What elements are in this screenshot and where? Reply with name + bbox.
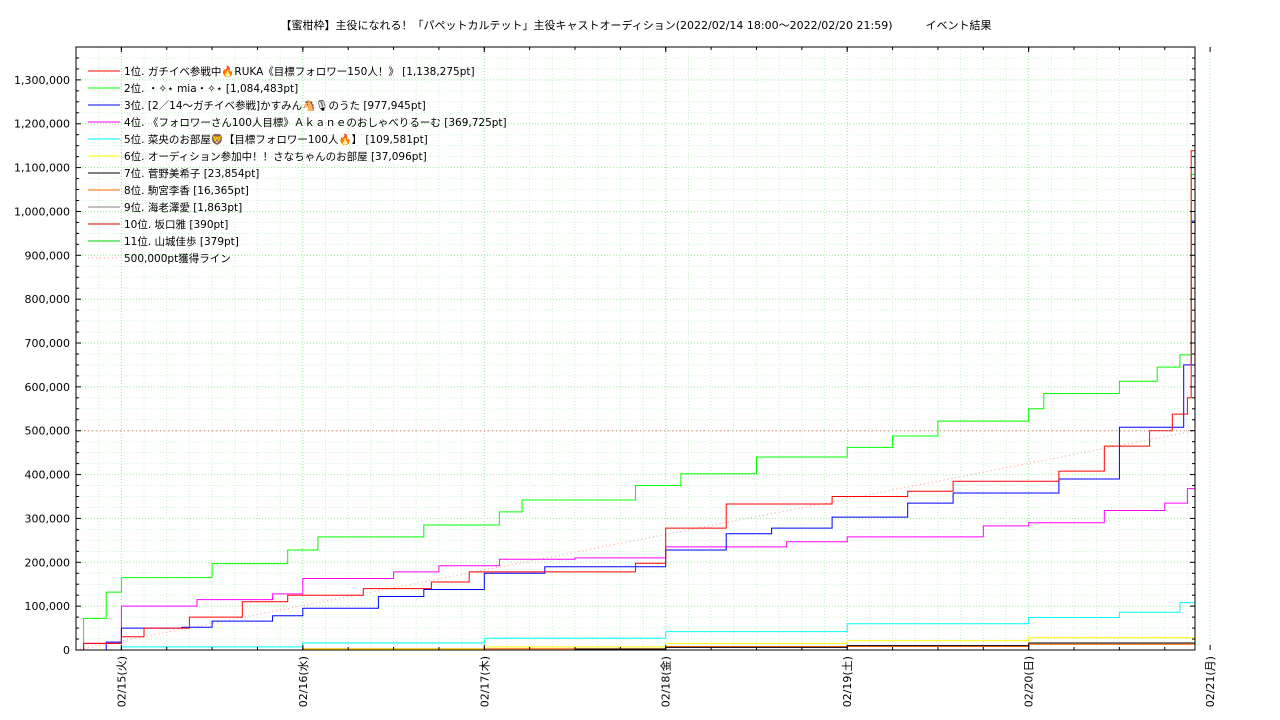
- legend-entry-12: 500,000pt獲得ライン: [124, 252, 231, 265]
- legend-entry-1: 1位. ガチイベ参戦中🔥RUKA《目標フォロワー150人！》 [1,138,27…: [124, 65, 475, 78]
- y-tick-label: 100,000: [25, 600, 71, 613]
- legend-entry-5: 5位. 菜央のお部屋🦁【目標フォロワー100人🔥】 [109,581pt]: [124, 133, 428, 146]
- legend-entry-11: 11位. 山城佳歩 [379pt]: [124, 235, 239, 248]
- legend-entry-6: 6位. オーディション参加中！！さなちゃんのお部屋 [37,096pt]: [124, 150, 427, 163]
- series-line-4: [76, 487, 1196, 651]
- y-tick-label: 300,000: [25, 512, 71, 525]
- x-tick-label: 02/16(水): [297, 656, 310, 707]
- x-tick-label: 02/19(土): [841, 656, 854, 707]
- y-tick-label: 200,000: [25, 556, 71, 569]
- y-tick-label: 400,000: [25, 469, 71, 482]
- x-tick-label: 02/17(木): [478, 656, 491, 707]
- y-tick-label: 0: [63, 644, 70, 657]
- y-tick-label: 1,000,000: [14, 205, 70, 218]
- legend-entry-3: 3位. [2／14〜ガチイベ参戦]かすみん🐴🎙のうた [977,945pt]: [124, 99, 426, 112]
- legend-entry-2: 2位. ・✧⋆ mia・✧⋆ [1,084,483pt]: [124, 82, 298, 95]
- x-tick-label: 02/18(金): [659, 656, 673, 707]
- legend-entry-7: 7位. 菅野美希子 [23,854pt]: [124, 167, 259, 180]
- legend-entry-10: 10位. 坂口雅 [390pt]: [124, 218, 228, 231]
- y-tick-label: 1,200,000: [14, 118, 70, 131]
- series-line-1: [76, 150, 1195, 651]
- y-tick-label: 900,000: [25, 249, 71, 262]
- x-tick-label: 02/15(火): [115, 656, 128, 707]
- x-tick-label: 02/21(月): [1204, 656, 1217, 707]
- y-tick-label: 1,300,000: [14, 74, 70, 87]
- series-line-3: [76, 220, 1195, 651]
- plot-area: [76, 47, 1195, 650]
- y-tick-label: 1,100,000: [14, 162, 70, 175]
- y-tick-label: 800,000: [25, 293, 71, 306]
- legend-entry-8: 8位. 駒宮李香 [16,365pt]: [124, 184, 249, 197]
- y-tick-label: 600,000: [25, 381, 71, 394]
- legend-entry-4: 4位. 《フォロワーさん100人目標》Ａｋａｎｅのおしゃべりるーむ [369,7…: [124, 116, 507, 129]
- y-tick-label: 700,000: [25, 337, 71, 350]
- x-tick-label: 02/20(日): [1023, 656, 1036, 707]
- legend-entry-9: 9位. 海老澤愛 [1,863pt]: [124, 201, 242, 214]
- y-tick-label: 500,000: [25, 425, 71, 438]
- series-line-2: [76, 173, 1195, 651]
- chart-title: 【蜜柑枠】主役になれる！「パペットカルテット」主役キャストオーディション(202…: [280, 19, 992, 32]
- plot-frame: [75, 46, 1196, 651]
